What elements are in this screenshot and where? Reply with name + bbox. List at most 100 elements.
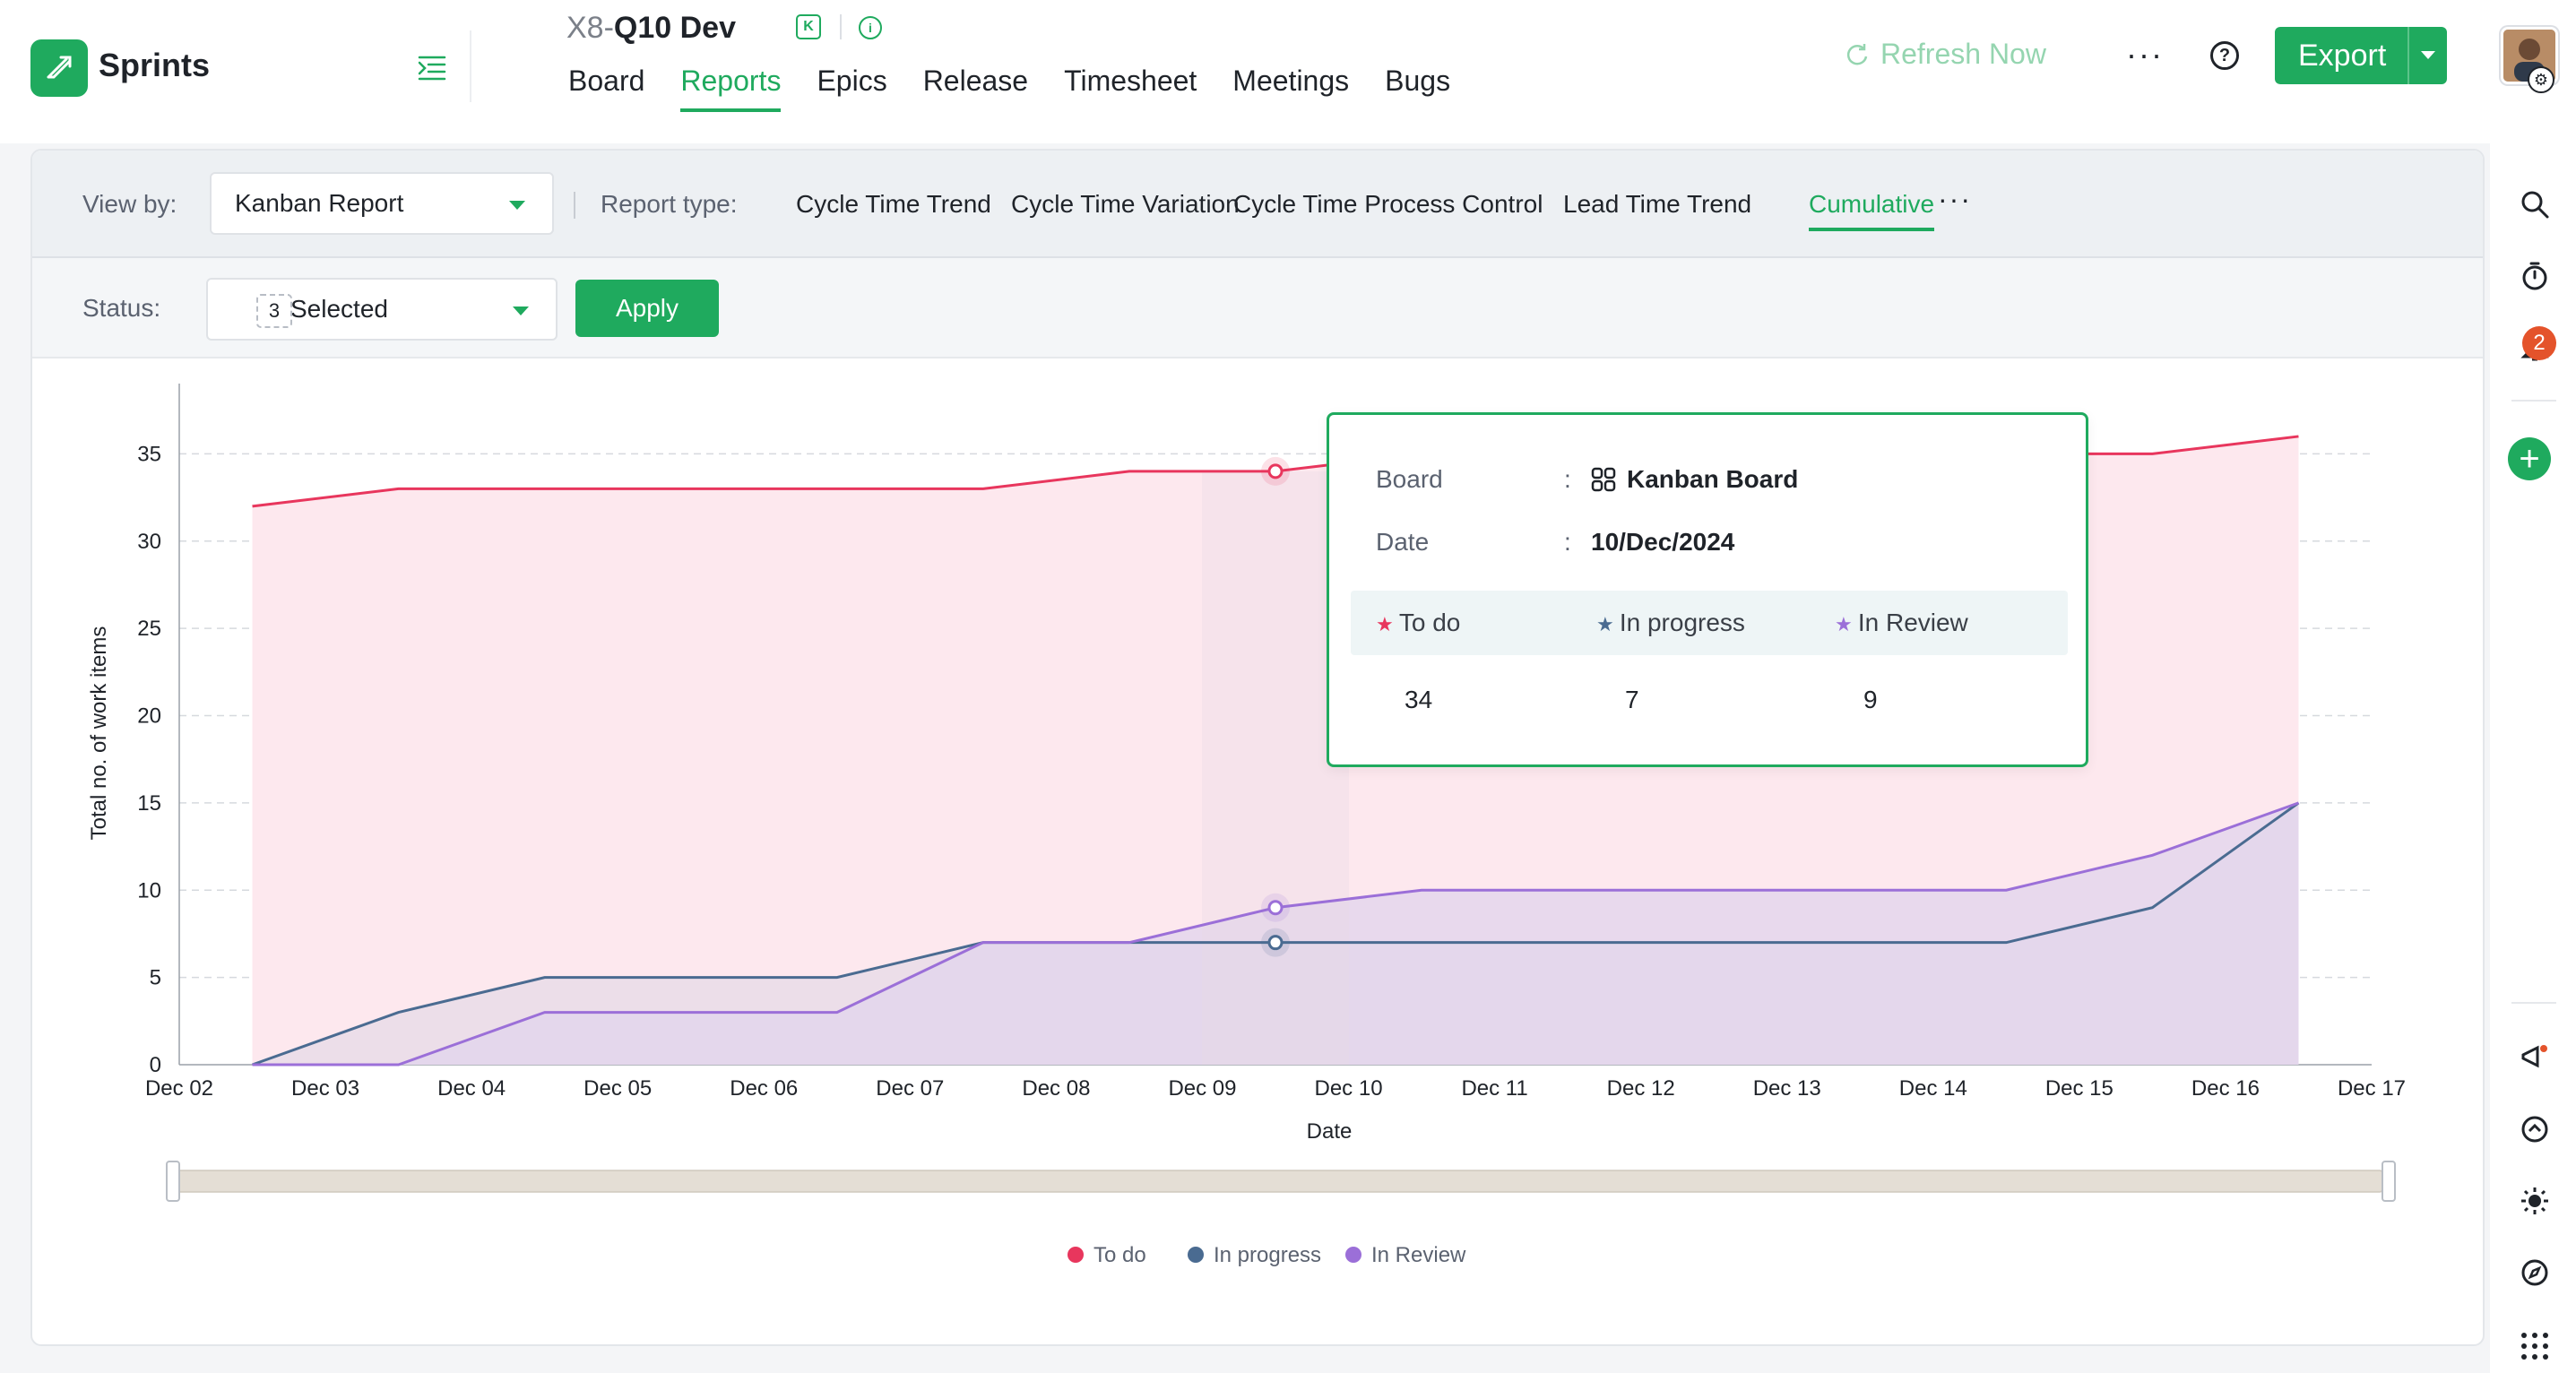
nav-tab-bugs[interactable]: Bugs: [1385, 65, 1451, 97]
top-header: Sprints X8-Q10 Dev K i Board Reports Epics…: [0, 0, 2576, 143]
tooltip-series-value: 9: [1863, 686, 1878, 713]
tooltip-series-label: To do: [1398, 609, 1461, 636]
y-tick-label: 10: [137, 878, 161, 902]
x-tick-label: Dec 13: [1753, 1076, 1821, 1101]
main-nav: Board Reports Epics Release Timesheet Meeting…: [568, 65, 1486, 112]
refresh-icon: [1846, 43, 1868, 65]
report-toolbar: View by: Kanban Report Report type: Cycl…: [32, 151, 2483, 258]
report-type-label: Report type:: [601, 190, 738, 218]
apps-grid-icon[interactable]: [2517, 1328, 2553, 1364]
rail-divider: [2511, 400, 2556, 402]
chip-divider: [840, 14, 842, 39]
legend-item[interactable]: To do: [1094, 1243, 1146, 1267]
chevron-down-icon: [509, 201, 525, 210]
x-tick-label: Dec 14: [1899, 1076, 1967, 1101]
sidebar-toggle-button[interactable]: [411, 47, 454, 90]
tooltip-date-label: Date: [1376, 528, 1430, 556]
nav-tab-release[interactable]: Release: [922, 65, 1029, 97]
project-title[interactable]: X8-Q10 Dev: [566, 11, 736, 46]
compass-icon[interactable]: [2517, 1255, 2553, 1291]
x-tick-label: Dec 15: [2045, 1076, 2114, 1101]
legend-item[interactable]: In Review: [1371, 1243, 1466, 1267]
project-info-icon[interactable]: i: [859, 16, 882, 39]
nav-tab-epics[interactable]: Epics: [817, 65, 887, 97]
menu-collapse-icon: [418, 56, 446, 81]
nav-tab-board[interactable]: Board: [568, 65, 645, 97]
tooltip-series-name: ★ In progress: [1596, 609, 1745, 637]
report-type-tab[interactable]: Cycle Time Process Control: [1233, 190, 1543, 218]
legend-marker[interactable]: [1188, 1247, 1204, 1263]
nav-tab-reports[interactable]: Reports: [680, 65, 782, 112]
status-label: Status:: [82, 294, 161, 322]
star-icon: ★: [1835, 613, 1858, 635]
legend-marker[interactable]: [1345, 1247, 1361, 1263]
view-by-value: Kanban Report: [235, 189, 404, 217]
tooltip-series-label: In Review: [1857, 609, 1968, 636]
tooltip-series-value: 7: [1625, 686, 1639, 713]
refresh-now-button[interactable]: Refresh Now: [1845, 38, 2046, 71]
x-tick-label: Dec 04: [437, 1076, 506, 1101]
report-card: View by: Kanban Report Report type: Cycl…: [30, 149, 2485, 1346]
report-type-tab[interactable]: Cycle Time Variation: [1011, 190, 1240, 218]
view-by-select[interactable]: Kanban Report: [210, 172, 554, 235]
nav-tab-timesheet[interactable]: Timesheet: [1064, 65, 1197, 97]
x-tick-label: Dec 12: [1607, 1076, 1675, 1101]
more-options-button[interactable]: ···: [2126, 36, 2164, 73]
x-axis-title: Date: [1307, 1119, 1353, 1144]
sync-icon[interactable]: [2517, 1111, 2553, 1147]
apply-button[interactable]: Apply: [575, 280, 719, 337]
tooltip-series-header: [1351, 591, 2068, 655]
hover-band: [1202, 471, 1349, 1065]
refresh-label: Refresh Now: [1880, 38, 2046, 70]
rail-divider: [2511, 1002, 2556, 1004]
area-in-review: [252, 802, 2299, 1065]
y-tick-label: 25: [137, 617, 161, 641]
notification-count-badge: 2: [2522, 326, 2556, 360]
timer-icon[interactable]: [2517, 258, 2553, 294]
range-slider-track: [171, 1170, 2383, 1193]
y-tick-label: 5: [150, 966, 161, 990]
range-slider-handle-right[interactable]: [2382, 1161, 2396, 1202]
project-key: X8-: [566, 11, 614, 45]
header-divider: [470, 30, 471, 102]
settings-gear-icon[interactable]: ⚙: [2528, 66, 2554, 93]
status-value: Selected: [290, 295, 388, 323]
filter-bar: Status: Selected: [32, 258, 2483, 358]
star-icon: ★: [1376, 613, 1399, 635]
theme-sun-icon[interactable]: [2517, 1183, 2553, 1219]
hover-marker: [1267, 900, 1284, 916]
report-type-tab[interactable]: Cumulative: [1809, 190, 1935, 231]
hover-marker: [1267, 935, 1284, 951]
project-type-chip[interactable]: K: [796, 14, 821, 39]
nav-tab-meetings[interactable]: Meetings: [1232, 65, 1350, 97]
toolbar-divider: [574, 192, 575, 219]
tooltip-colon: :: [1564, 528, 1571, 556]
help-icon[interactable]: ?: [2210, 41, 2239, 70]
chevron-down-icon: [513, 307, 529, 315]
star-icon: ★: [1596, 613, 1620, 635]
x-tick-label: Dec 07: [876, 1076, 944, 1101]
search-icon[interactable]: [2517, 186, 2553, 222]
x-tick-label: Dec 08: [1022, 1076, 1090, 1101]
tooltip-board-value: Kanban Board: [1627, 465, 1799, 493]
more-report-types-button[interactable]: ···: [1938, 183, 1972, 215]
quick-add-button[interactable]: +: [2508, 437, 2551, 480]
kanban-board-icon: [1591, 467, 1616, 492]
tooltip-series-value: 34: [1405, 686, 1433, 713]
y-tick-label: 0: [150, 1053, 161, 1077]
legend-marker[interactable]: [1068, 1247, 1084, 1263]
report-type-tab[interactable]: Lead Time Trend: [1563, 190, 1752, 218]
export-button[interactable]: Export: [2275, 27, 2447, 84]
report-type-tab[interactable]: Cycle Time Trend: [796, 190, 991, 218]
status-count-box: 3: [256, 294, 292, 328]
announcement-icon[interactable]: [2517, 1040, 2553, 1075]
tooltip-series-name: ★ In Review: [1835, 609, 1968, 637]
range-slider-handle-left[interactable]: [166, 1161, 180, 1202]
export-dropdown-toggle[interactable]: [2407, 27, 2447, 84]
chevron-down-icon: [2421, 51, 2435, 59]
status-select[interactable]: Selected: [206, 278, 558, 341]
sprints-logo[interactable]: [30, 39, 88, 97]
view-by-label: View by:: [82, 190, 177, 218]
legend-item[interactable]: In progress: [1214, 1243, 1321, 1267]
y-axis-title: Total no. of work items: [87, 626, 111, 841]
